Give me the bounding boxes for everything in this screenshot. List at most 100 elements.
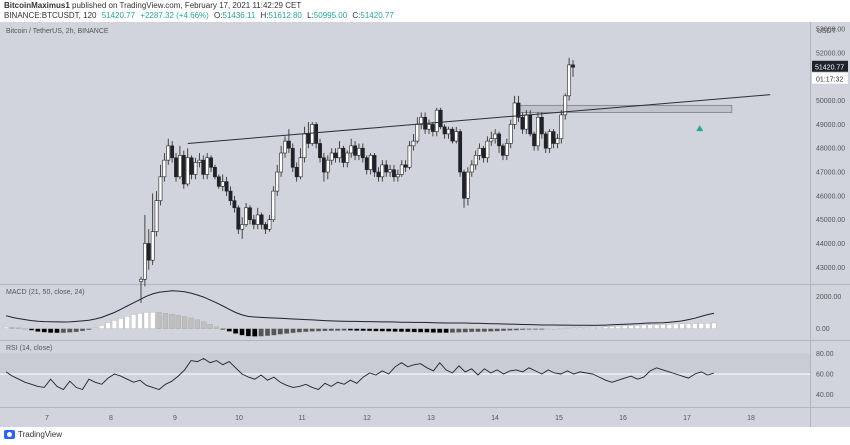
candle[interactable]: [329, 152, 334, 161]
candle[interactable]: [146, 243, 151, 261]
tradingview-brand[interactable]: TradingView: [4, 430, 62, 439]
candle[interactable]: [290, 147, 295, 168]
candle[interactable]: [571, 64, 575, 68]
candle[interactable]: [298, 157, 303, 178]
candle[interactable]: [536, 116, 540, 147]
candle[interactable]: [415, 124, 420, 142]
candle[interactable]: [543, 133, 548, 149]
candle[interactable]: [559, 114, 564, 140]
candle[interactable]: [228, 190, 233, 201]
candle[interactable]: [504, 143, 509, 156]
candle[interactable]: [174, 157, 178, 178]
candle[interactable]: [508, 124, 513, 144]
candle[interactable]: [170, 145, 175, 159]
candle[interactable]: [267, 219, 272, 230]
macd-line[interactable]: [5, 290, 715, 326]
price-pane[interactable]: Bitcoin / TetherUS, 2h, BINANCE USDT 43000…: [0, 22, 850, 427]
candle[interactable]: [349, 145, 354, 154]
candle[interactable]: [255, 214, 260, 225]
candle[interactable]: [427, 124, 431, 130]
candle[interactable]: [368, 155, 373, 170]
candle[interactable]: [341, 147, 346, 163]
candle[interactable]: [345, 152, 350, 163]
candle[interactable]: [201, 159, 206, 175]
candle[interactable]: [376, 171, 381, 178]
candle[interactable]: [567, 64, 572, 97]
candle[interactable]: [473, 155, 478, 166]
candle[interactable]: [139, 278, 143, 282]
candle[interactable]: [372, 155, 377, 173]
candle[interactable]: [286, 140, 291, 149]
candle[interactable]: [380, 164, 385, 178]
candle[interactable]: [236, 207, 241, 230]
candle[interactable]: [547, 131, 552, 149]
candle[interactable]: [337, 147, 342, 159]
candle[interactable]: [333, 152, 338, 159]
rsi-line[interactable]: [5, 357, 715, 391]
candle[interactable]: [493, 133, 498, 140]
candle[interactable]: [162, 159, 167, 178]
candle[interactable]: [438, 109, 443, 128]
candle[interactable]: [419, 116, 424, 125]
candle[interactable]: [142, 243, 147, 280]
candle[interactable]: [360, 147, 365, 159]
candle[interactable]: [411, 140, 416, 147]
trendline[interactable]: [187, 94, 771, 144]
candle[interactable]: [259, 214, 264, 225]
candle[interactable]: [166, 145, 171, 161]
candle[interactable]: [485, 140, 490, 159]
candle[interactable]: [205, 157, 210, 175]
candle[interactable]: [469, 164, 474, 173]
candle[interactable]: [532, 133, 536, 147]
candle[interactable]: [481, 147, 486, 159]
candle[interactable]: [520, 116, 525, 130]
candle[interactable]: [357, 147, 361, 156]
candle[interactable]: [189, 157, 194, 175]
candle[interactable]: [251, 219, 256, 225]
candle[interactable]: [193, 162, 198, 175]
candle[interactable]: [501, 145, 505, 156]
candle[interactable]: [224, 181, 229, 192]
candle[interactable]: [512, 102, 517, 125]
candle[interactable]: [185, 157, 190, 185]
time-axis[interactable]: 7 8 9 10 11 12 13 14 15 16 17 18: [45, 415, 755, 422]
candle[interactable]: [497, 133, 501, 147]
candle[interactable]: [434, 109, 439, 132]
candle[interactable]: [294, 166, 299, 178]
candle[interactable]: [462, 171, 466, 199]
candle[interactable]: [271, 190, 276, 220]
candle[interactable]: [407, 145, 412, 168]
candle[interactable]: [458, 131, 463, 173]
rsi-pane[interactable]: RSI (14, close) 40.00 60.00 80.00: [0, 345, 834, 399]
candle[interactable]: [399, 164, 404, 175]
candle[interactable]: [555, 138, 560, 144]
candle[interactable]: [384, 164, 389, 173]
candle[interactable]: [318, 143, 322, 159]
candle[interactable]: [209, 157, 213, 168]
candle[interactable]: [302, 133, 307, 159]
candle[interactable]: [430, 124, 435, 132]
candle[interactable]: [392, 169, 396, 178]
candle[interactable]: [150, 231, 155, 261]
candle[interactable]: [232, 200, 237, 209]
chart-canvas[interactable]: Bitcoin / TetherUS, 2h, BINANCE USDT 43000…: [0, 22, 850, 427]
candle[interactable]: [158, 176, 163, 201]
candle[interactable]: [325, 159, 330, 173]
candle[interactable]: [395, 174, 400, 178]
author-name[interactable]: BitcoinMaximus1: [4, 1, 70, 10]
candle[interactable]: [178, 155, 182, 178]
candle[interactable]: [446, 128, 451, 135]
candle[interactable]: [263, 224, 268, 230]
candle[interactable]: [403, 164, 408, 168]
macd-pane[interactable]: MACD (21, 50, close, 24) 0.00 2000.00: [3, 289, 842, 337]
candle[interactable]: [240, 224, 245, 230]
candle[interactable]: [244, 207, 248, 225]
candle[interactable]: [551, 131, 556, 144]
candle[interactable]: [197, 159, 202, 163]
candle[interactable]: [283, 140, 287, 154]
candle[interactable]: [364, 157, 369, 170]
bullish-arrow-icon[interactable]: [696, 125, 704, 132]
candle[interactable]: [248, 207, 252, 220]
candle[interactable]: [516, 102, 521, 118]
candle[interactable]: [563, 95, 568, 116]
